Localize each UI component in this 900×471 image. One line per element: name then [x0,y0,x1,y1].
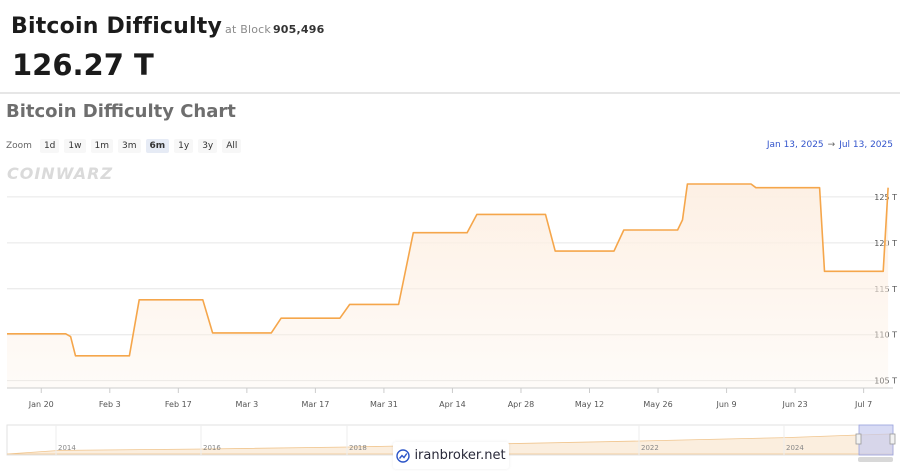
zoom-button-1m[interactable]: 1m [90,139,113,153]
x-tick-label: Jun 23 [781,400,807,409]
zoom-button-3m[interactable]: 3m [118,139,141,153]
x-tick-label: Apr 28 [508,400,535,409]
link-icon [396,448,411,463]
date-range[interactable]: Jan 13, 2025 → Jul 13, 2025 [767,140,893,150]
page-title: Bitcoin Difficulty at Block 905,496 [11,14,324,39]
zoom-button-6m[interactable]: 6m [145,139,170,153]
zoom-button-1d[interactable]: 1d [39,139,60,153]
zoom-selector: Zoom 1d 1w 1m 3m 6m 1y 3y All [6,138,246,154]
x-tick-label: Mar 31 [370,400,398,409]
x-tick-label: Feb 3 [99,400,121,409]
zoom-button-1w[interactable]: 1w [64,139,86,153]
navigator-tick-label: 2014 [58,444,76,452]
block-number: 905,496 [272,23,325,36]
zoom-button-1y[interactable]: 1y [174,139,194,153]
block-prefix: at Block [225,23,271,36]
zoom-label: Zoom [6,141,32,151]
page-title-text: Bitcoin Difficulty [11,14,223,39]
range-from[interactable]: Jan 13, 2025 [766,140,824,150]
x-tick-label: May 26 [643,400,672,409]
navigator-selection[interactable] [858,424,894,456]
badge-text: iranbroker.net [414,448,506,463]
navigator-tick-label: 2018 [349,444,367,452]
x-tick-label: May 12 [575,400,604,409]
x-tick-label: Apr 14 [439,400,466,409]
x-tick-label: Mar 3 [235,400,258,409]
x-tick-label: Jul 7 [854,400,872,409]
range-arrow: → [827,140,836,150]
navigator-handle-left[interactable] [855,433,862,445]
x-tick-label: Jun 9 [715,400,736,409]
x-tick-label: Mar 17 [301,400,329,409]
navigator-tick-label: 2024 [786,444,804,452]
y-tick-label: 125 T [874,193,897,202]
x-tick-label: Jan 20 [28,400,54,409]
navigator-tick-label: 2016 [203,444,221,452]
page-header: Bitcoin Difficulty at Block 905,496 126.27… [0,0,900,94]
navigator-scrollbar[interactable] [858,457,893,462]
zoom-buttons: 1d 1w 1m 3m 6m 1y 3y All [39,139,246,153]
difficulty-line[interactable] [7,183,889,357]
zoom-button-3y[interactable]: 3y [198,139,218,153]
iranbroker-badge: iranbroker.net [393,442,509,469]
navigator-handle-right[interactable] [889,433,896,445]
difficulty-value: 126.27 T [12,48,154,82]
difficulty-area [7,184,889,388]
chart-title: Bitcoin Difficulty Chart [6,101,236,122]
range-to[interactable]: Jul 13, 2025 [839,140,893,150]
coinwarz-watermark: COINWARZ [7,164,114,183]
zoom-button-All[interactable]: All [222,139,242,153]
navigator-tick-label: 2022 [641,444,659,452]
x-tick-label: Feb 17 [165,400,192,409]
